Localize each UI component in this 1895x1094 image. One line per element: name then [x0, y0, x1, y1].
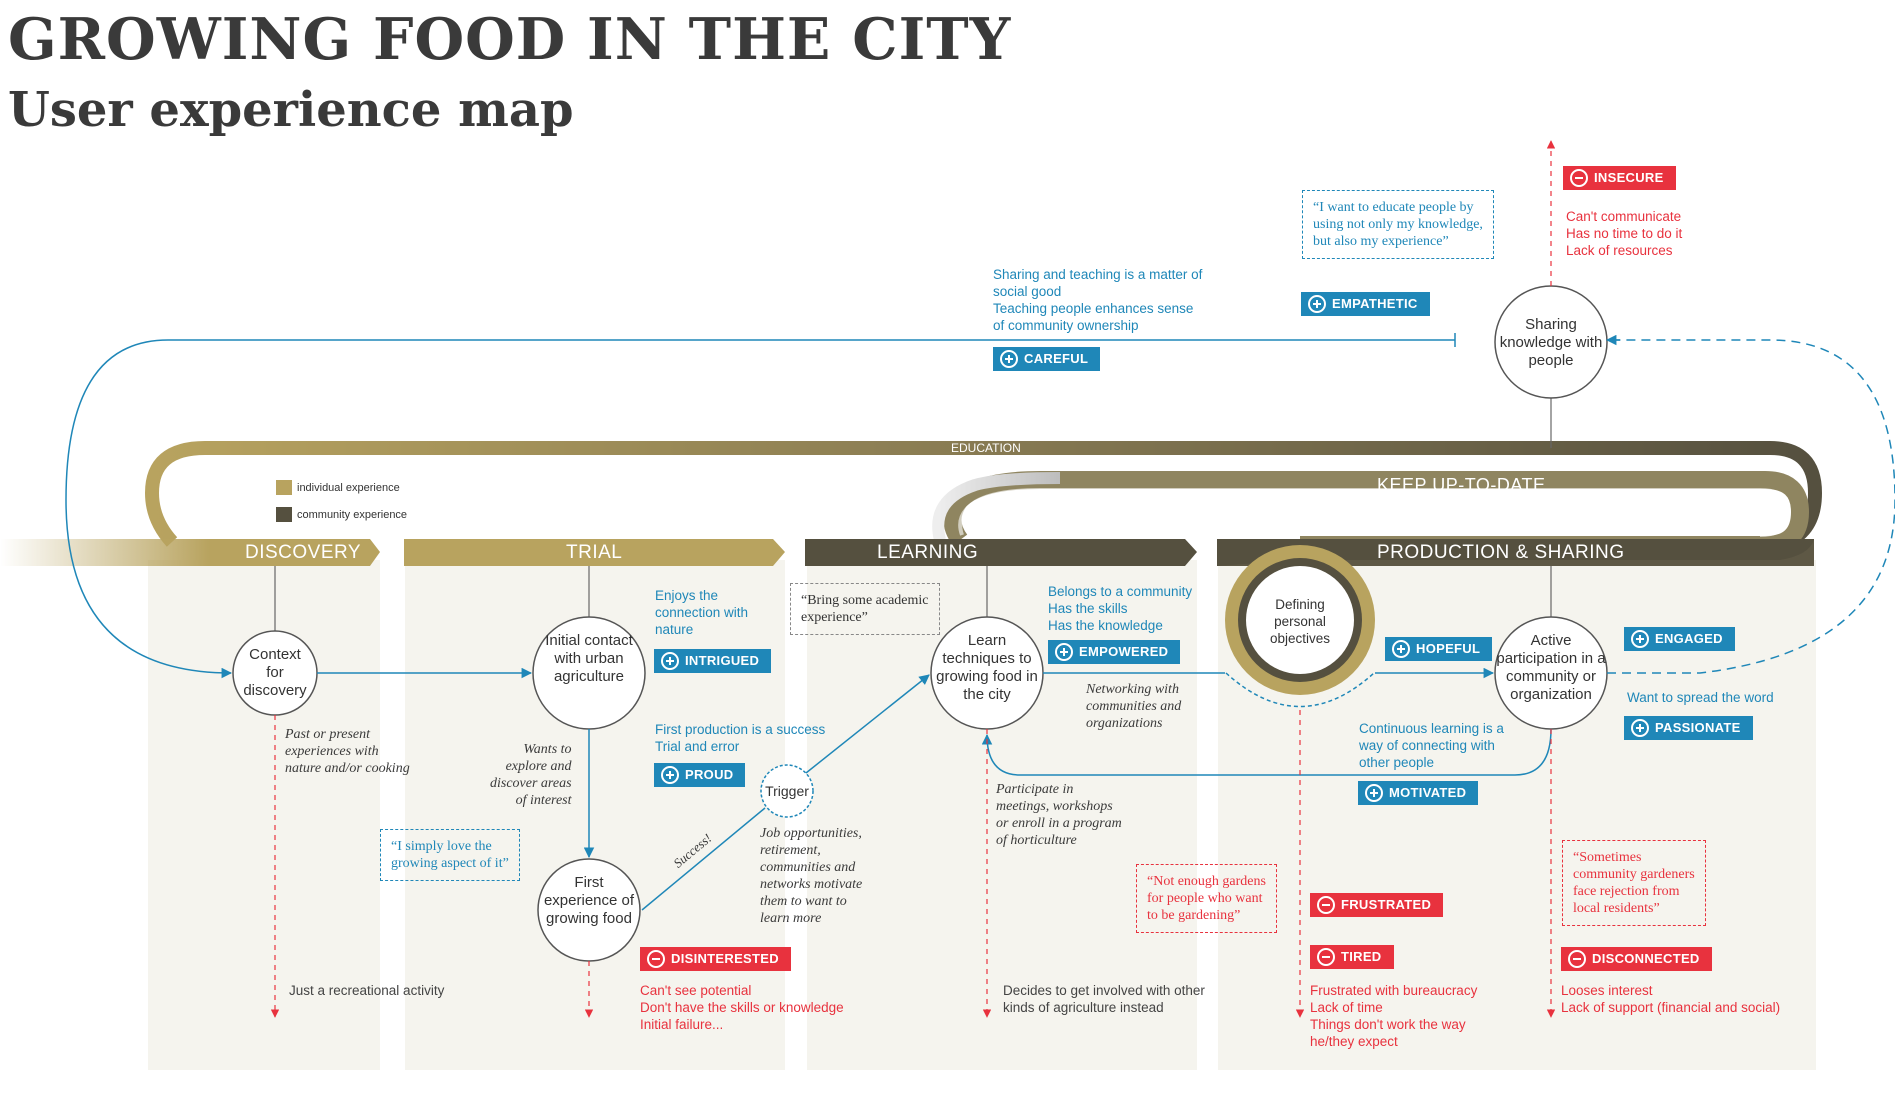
plus-icon	[661, 766, 679, 784]
note-sharing-teaching: Sharing and teaching is a matter of socia…	[993, 267, 1203, 333]
trigger-circle	[760, 764, 814, 818]
plus-icon	[1308, 295, 1326, 313]
production-phase-bar	[1217, 539, 1814, 566]
exit-learning: Decides to get involved with other kinds …	[1003, 983, 1205, 1015]
node-context: Context for discovery	[243, 646, 307, 699]
education-band	[144, 441, 1823, 553]
badge-careful: CAREFUL	[993, 347, 1101, 371]
note-participate: Participate in meetings, workshops or enro…	[996, 782, 1122, 848]
note-belongs: Belongs to a community Has the skills Has …	[1048, 584, 1193, 633]
badge-insecure: INSECURE	[1563, 166, 1676, 190]
badge-disconnected: DISCONNECTED	[1561, 947, 1712, 971]
exit-trial: Can't see potential Don't have the skills…	[640, 983, 844, 1032]
badge-motivated: MOTIVATED	[1358, 781, 1479, 805]
phase-production-sharing: PRODUCTION & SHARING	[1377, 542, 1625, 563]
exit-recreational: Just a recreational activity	[289, 983, 445, 998]
quote-academic: “Bring some academic experience”	[790, 583, 940, 635]
quote-rejection: “Sometimes community gardeners face reject…	[1562, 840, 1706, 926]
page-subtitle: User experience map	[8, 82, 574, 138]
badge-hopeful: HOPEFUL	[1385, 637, 1493, 661]
badge-engaged: ENGAGED	[1624, 627, 1735, 651]
note-spread: Want to spread the word	[1627, 690, 1774, 705]
phase-learning: LEARNING	[877, 542, 979, 563]
plus-icon	[1365, 784, 1383, 802]
note-enjoys: Enjoys the connection with nature	[655, 588, 749, 637]
phase-trial: TRIAL	[566, 542, 623, 563]
badge-intrigued: INTRIGUED	[654, 649, 772, 673]
quote-not-enough-gardens: “Not enough gardens for people who want to…	[1136, 864, 1277, 933]
discovery-phase-bar	[0, 539, 380, 566]
keep-up-to-date-label: KEEP UP-TO-DATE	[1377, 475, 1546, 495]
plus-icon	[1055, 643, 1073, 661]
node-defining: Defining personal objectives	[1269, 597, 1331, 646]
exit-active-negative: Looses interest Lack of support (financia…	[1561, 983, 1781, 1015]
plus-icon	[1392, 640, 1410, 658]
badge-frustrated: FRUSTRATED	[1310, 893, 1444, 917]
legend-community-label: community experience	[297, 509, 408, 521]
badge-proud: PROUD	[654, 763, 746, 787]
note-continuous: Continuous learning is a way of connectin…	[1359, 721, 1504, 770]
node-learn: Learn techniques to growing food in the …	[936, 632, 1038, 703]
badge-disinterested: DISINTERESTED	[640, 947, 791, 971]
phase-discovery: DISCOVERY	[245, 542, 362, 563]
plus-icon	[1000, 350, 1018, 368]
exit-sharing-negative: Can't communicate Has no time to do it Lac…	[1566, 209, 1683, 258]
plus-icon	[661, 652, 679, 670]
trial-phase-bar	[404, 539, 785, 566]
note-first-production: First production is a success Trial and e…	[655, 722, 826, 754]
learning-phase-bar	[805, 539, 1197, 566]
page-title: GROWING FOOD IN THE CITY	[8, 6, 1012, 73]
node-trigger: Trigger	[765, 783, 809, 799]
note-networking: Networking with communities and organizati…	[1086, 682, 1182, 731]
quote-simply-love: “I simply love the growing aspect of it”	[380, 829, 520, 881]
legend-community-swatch	[276, 507, 292, 522]
legend-individual-label: individual experience	[297, 482, 400, 494]
minus-icon	[1317, 896, 1335, 914]
education-label: EDUCATION	[951, 441, 1021, 455]
note-wants-explore: Wants to explore and discover areas of inte…	[490, 742, 572, 808]
badge-empowered: EMPOWERED	[1048, 640, 1181, 664]
minus-icon	[1317, 948, 1335, 966]
legend-individual-swatch	[276, 480, 292, 495]
note-job-opportunities: Job opportunities, retirement, communities…	[760, 826, 863, 926]
node-initial: Initial contact with urban agriculture	[545, 632, 633, 685]
node-first-experience: First experience of growing food	[543, 874, 635, 927]
note-past-present: Past or present experiences with nature an…	[285, 727, 410, 776]
node-active: Active participation in a community or o…	[1496, 632, 1606, 703]
minus-icon	[1570, 169, 1588, 187]
exit-production: Frustrated with bureaucracy Lack of time T…	[1310, 983, 1478, 1049]
badge-passionate: PASSIONATE	[1624, 716, 1753, 740]
plus-icon	[1631, 630, 1649, 648]
badge-tired: TIRED	[1310, 945, 1394, 969]
plus-icon	[1631, 719, 1649, 737]
minus-icon	[647, 950, 665, 968]
badge-empathetic: EMPATHETIC	[1301, 292, 1430, 316]
minus-icon	[1568, 950, 1586, 968]
quote-educate: “I want to educate people by using not on…	[1302, 190, 1494, 259]
node-sharing: Sharing knowledge with people	[1499, 316, 1603, 369]
